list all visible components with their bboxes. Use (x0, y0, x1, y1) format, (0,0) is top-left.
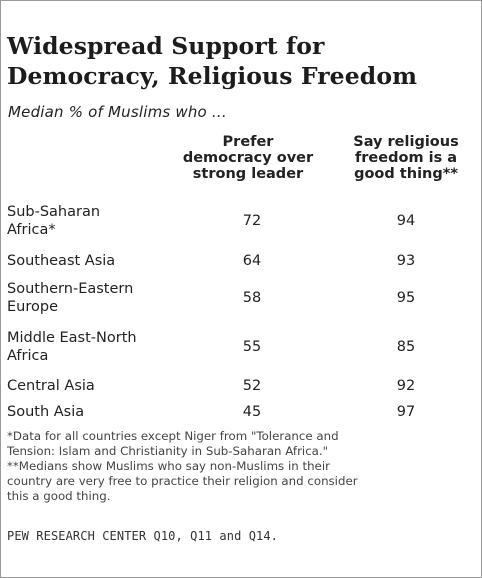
cell-freedom-central-asia: 92 (396, 378, 416, 394)
cell-democracy-central-asia: 52 (242, 378, 262, 394)
column-header-democracy: Prefer democracy over strong leader (182, 134, 314, 182)
cell-freedom-southeast-asia: 93 (396, 253, 416, 269)
footnote-religious-freedom: **Medians show Muslims who say non-Musli… (7, 459, 358, 503)
row-label-central-asia: Central Asia (7, 378, 95, 394)
column-header-religious-freedom: Say religious freedom is a good thing** (353, 134, 459, 182)
cell-democracy-southeast-asia: 64 (242, 253, 262, 269)
row-label-south-asia: South Asia (7, 404, 85, 420)
source-line: PEW RESEARCH CENTER Q10, Q11 and Q14. (7, 529, 279, 543)
cell-democracy-southern-eastern-europe: 58 (242, 290, 262, 306)
cell-democracy-sub-saharan-africa: 72 (242, 213, 262, 229)
footnote-sub-saharan-africa: *Data for all countries except Niger fro… (7, 429, 339, 458)
row-label-sub-saharan-africa: Sub-Saharan Africa* (7, 204, 101, 238)
cell-freedom-south-asia: 97 (396, 404, 416, 420)
cell-freedom-southern-eastern-europe: 95 (396, 290, 416, 306)
cell-freedom-middle-east-north-africa: 85 (396, 339, 416, 355)
chart-title: Widespread Support for Democracy, Religi… (7, 32, 418, 90)
chart-subtitle: Median % of Muslims who ... (8, 103, 227, 121)
row-label-southeast-asia: Southeast Asia (7, 253, 116, 269)
row-label-middle-east-north-africa: Middle East-North Africa (7, 330, 137, 364)
row-label-southern-eastern-europe: Southern-Eastern Europe (7, 281, 134, 315)
cell-democracy-south-asia: 45 (242, 404, 262, 420)
cell-democracy-middle-east-north-africa: 55 (242, 339, 262, 355)
cell-freedom-sub-saharan-africa: 94 (396, 213, 416, 229)
